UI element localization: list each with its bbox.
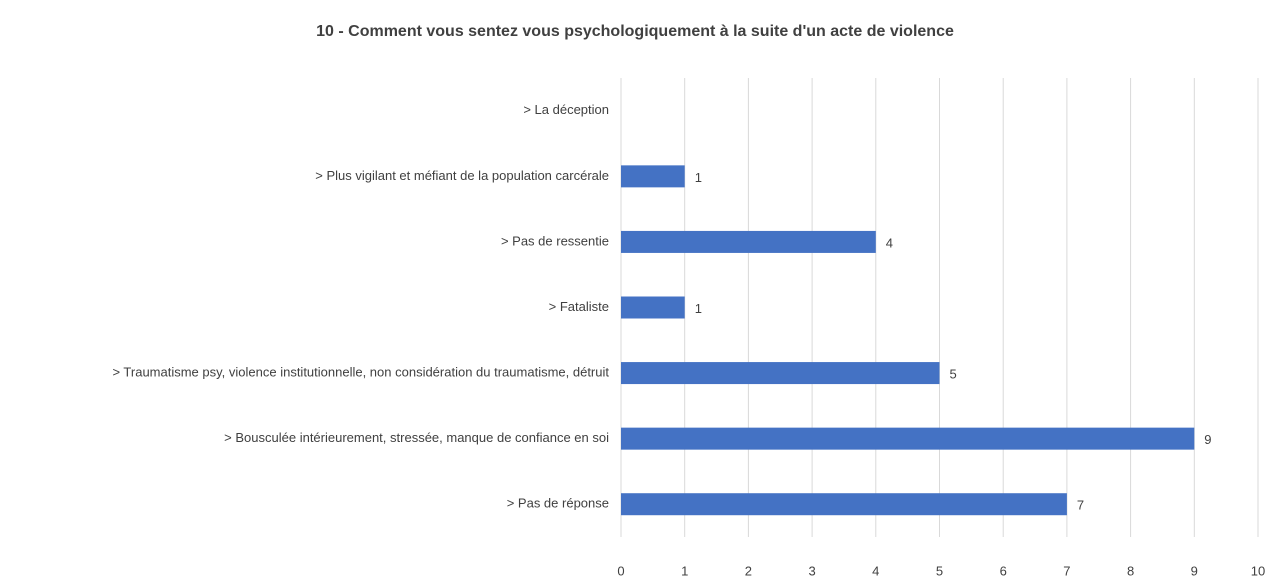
x-tick-label: 10: [1251, 563, 1265, 578]
x-tick-label: 9: [1191, 563, 1198, 578]
bar: [621, 493, 1067, 516]
chart-title: 10 - Comment vous sentez vous psychologi…: [316, 23, 954, 40]
bar: [621, 427, 1195, 450]
bar: [621, 230, 876, 253]
x-tick-label: 0: [617, 563, 624, 578]
y-tick-label: > Fataliste: [549, 299, 609, 314]
y-tick-label: > Pas de ressentie: [501, 233, 609, 248]
bar: [621, 362, 940, 385]
y-tick-label: > Traumatisme psy, violence institutionn…: [112, 365, 609, 380]
data-label: 7: [1077, 498, 1084, 513]
x-tick-label: 7: [1063, 563, 1070, 578]
data-label: 4: [886, 235, 893, 250]
y-tick-label: > Plus vigilant et méfiant de la populat…: [315, 168, 609, 183]
data-label: 5: [950, 367, 957, 382]
data-label: 9: [1204, 432, 1211, 447]
x-tick-label: 4: [872, 563, 879, 578]
x-tick-label: 8: [1127, 563, 1134, 578]
y-tick-label: > Pas de réponse: [507, 496, 609, 511]
data-label: 1: [695, 301, 702, 316]
x-tick-label: 6: [1000, 563, 1007, 578]
x-tick-label: 2: [745, 563, 752, 578]
x-tick-label: 5: [936, 563, 943, 578]
y-tick-label: > La déception: [523, 102, 609, 117]
x-tick-label: 3: [808, 563, 815, 578]
bar: [621, 165, 685, 188]
bar: [621, 296, 685, 319]
x-tick-label: 1: [681, 563, 688, 578]
y-tick-label: > Bousculée intérieurement, stressée, ma…: [224, 430, 609, 445]
data-label: 1: [695, 170, 702, 185]
